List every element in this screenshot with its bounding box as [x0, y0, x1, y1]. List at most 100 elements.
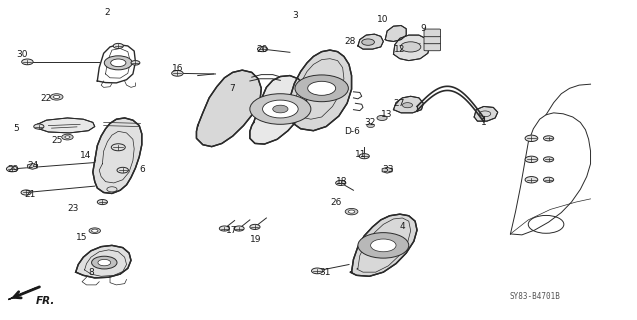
Circle shape [97, 199, 108, 204]
Circle shape [359, 154, 369, 159]
FancyBboxPatch shape [424, 43, 441, 51]
Text: 23: 23 [68, 204, 79, 213]
Circle shape [219, 226, 229, 231]
Circle shape [117, 167, 129, 173]
Text: 5: 5 [13, 124, 19, 133]
Circle shape [273, 105, 288, 113]
Circle shape [50, 94, 63, 100]
Text: 16: 16 [173, 64, 184, 73]
Polygon shape [38, 118, 95, 133]
Text: 15: 15 [76, 233, 87, 242]
FancyBboxPatch shape [424, 29, 441, 37]
Circle shape [377, 116, 387, 121]
Polygon shape [93, 118, 142, 194]
Text: 28: 28 [344, 37, 355, 46]
Text: 6: 6 [140, 165, 145, 174]
Text: 3: 3 [292, 12, 297, 20]
Polygon shape [358, 34, 383, 49]
Circle shape [54, 95, 60, 99]
Circle shape [172, 70, 183, 76]
Circle shape [62, 134, 73, 140]
Circle shape [403, 103, 413, 108]
Circle shape [543, 177, 554, 182]
Text: 30: 30 [17, 50, 28, 59]
Circle shape [234, 226, 244, 231]
Circle shape [401, 42, 421, 52]
Circle shape [92, 229, 98, 232]
Circle shape [111, 59, 126, 67]
Circle shape [262, 100, 298, 118]
Text: 22: 22 [40, 94, 52, 103]
Circle shape [111, 144, 125, 151]
Polygon shape [76, 245, 131, 278]
Polygon shape [474, 107, 497, 121]
Circle shape [362, 39, 375, 45]
Polygon shape [27, 164, 38, 169]
Circle shape [34, 124, 44, 129]
Circle shape [525, 135, 538, 141]
Circle shape [525, 177, 538, 183]
Text: 26: 26 [330, 197, 341, 206]
Polygon shape [394, 35, 430, 60]
Circle shape [348, 210, 355, 213]
Circle shape [308, 81, 336, 95]
Circle shape [295, 75, 348, 102]
Text: 14: 14 [80, 151, 92, 160]
Text: 24: 24 [27, 161, 39, 170]
Circle shape [311, 268, 323, 274]
Circle shape [89, 228, 101, 234]
Polygon shape [288, 50, 352, 131]
Text: 2: 2 [104, 8, 110, 17]
Circle shape [98, 260, 111, 266]
Text: 4: 4 [400, 222, 406, 231]
Text: 27: 27 [394, 99, 405, 108]
Polygon shape [394, 96, 424, 113]
Text: 20: 20 [256, 44, 268, 54]
Text: 10: 10 [377, 15, 389, 24]
Text: 7: 7 [229, 84, 235, 93]
Circle shape [113, 44, 124, 49]
Text: 13: 13 [381, 110, 392, 119]
Circle shape [358, 233, 409, 258]
FancyBboxPatch shape [424, 36, 441, 44]
Text: 21: 21 [25, 190, 36, 199]
Circle shape [21, 190, 31, 195]
Polygon shape [350, 214, 417, 276]
Text: D-6: D-6 [344, 127, 360, 136]
Circle shape [22, 59, 33, 65]
Circle shape [92, 256, 117, 269]
Text: 9: 9 [420, 24, 426, 33]
Circle shape [250, 94, 311, 124]
Circle shape [250, 224, 260, 229]
Text: FR.: FR. [36, 296, 55, 306]
Circle shape [6, 166, 18, 172]
Circle shape [345, 208, 358, 215]
Text: 17: 17 [226, 226, 238, 235]
Circle shape [65, 136, 70, 138]
Polygon shape [385, 26, 406, 42]
Polygon shape [250, 76, 307, 144]
Circle shape [543, 136, 554, 141]
Circle shape [336, 180, 346, 186]
Text: 1: 1 [480, 118, 486, 127]
Text: SY83-B4701B: SY83-B4701B [509, 292, 560, 301]
Circle shape [104, 56, 132, 70]
Polygon shape [8, 288, 36, 300]
Text: 31: 31 [320, 268, 331, 277]
Circle shape [131, 60, 140, 65]
Text: 19: 19 [250, 235, 261, 244]
Text: 33: 33 [382, 165, 394, 174]
Text: 25: 25 [52, 136, 63, 145]
Circle shape [525, 156, 538, 163]
Polygon shape [196, 70, 261, 147]
Circle shape [371, 239, 396, 252]
Polygon shape [382, 167, 392, 173]
Text: 18: 18 [336, 177, 348, 186]
Circle shape [367, 124, 375, 127]
Text: 32: 32 [364, 118, 376, 127]
Text: 12: 12 [394, 44, 405, 54]
Circle shape [543, 157, 554, 162]
Text: 8: 8 [89, 268, 94, 277]
Circle shape [257, 47, 268, 52]
Text: 11: 11 [355, 150, 367, 159]
